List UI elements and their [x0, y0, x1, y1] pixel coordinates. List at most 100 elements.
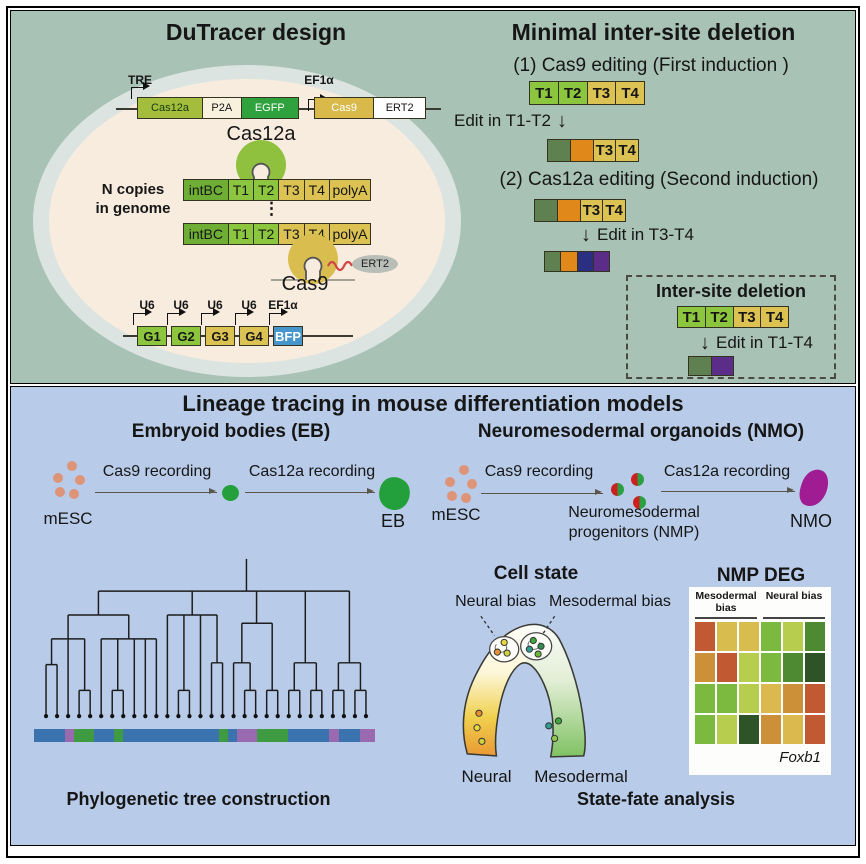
leaf-dot	[209, 714, 214, 719]
clone-segment	[256, 729, 288, 742]
heatmap-cell	[783, 652, 803, 682]
inset-array-after	[688, 356, 734, 376]
edited-segment	[688, 356, 712, 376]
nmo-organoid	[795, 465, 833, 511]
edited-segment	[544, 251, 562, 272]
gene-label: Foxb1	[779, 748, 821, 766]
cas9-recording-label: Cas9 recording	[484, 463, 594, 480]
box-intbc: intBC	[183, 179, 229, 201]
recorded-cell	[222, 485, 239, 501]
vertical-dots-icon: ⋮	[263, 199, 280, 218]
clone-segment	[73, 729, 94, 742]
heatmap-cell	[761, 621, 781, 651]
clone-segment	[237, 729, 257, 742]
box-t3: T3	[279, 179, 305, 201]
edited-segment	[577, 251, 594, 272]
box-t2: T2	[254, 223, 280, 245]
state-fate-arch	[462, 615, 586, 758]
down-arrow-icon: ↓	[581, 224, 591, 246]
cas12a-recording-label: Cas12a recording	[663, 463, 791, 480]
leaf-dot	[176, 714, 181, 719]
box-t4: T4	[616, 81, 645, 105]
cas9-protein-icon	[271, 234, 355, 284]
clone-segment	[219, 729, 229, 742]
box-p2a: P2A	[202, 97, 242, 119]
heatmap-cell	[739, 621, 759, 651]
clone-segment	[339, 729, 360, 742]
guide-box: G1	[137, 326, 167, 346]
promoter-arrow-icon	[167, 308, 186, 325]
heatmap-cell	[717, 683, 737, 713]
box-t2: T2	[254, 179, 280, 201]
box-t3: T3	[587, 81, 617, 105]
box-t1: T1	[529, 81, 559, 105]
guide-box: G4	[239, 326, 269, 346]
target-array-initial: T1 T2 T3 T4	[529, 81, 645, 105]
ert2-domain: ERT2	[352, 255, 398, 273]
box-g3: G3	[205, 326, 235, 346]
edited-segment	[711, 356, 734, 376]
ef1a-promoter-label: EF1α	[304, 73, 334, 87]
nmp-label: Neuromesodermal progenitors (NMP)	[568, 504, 700, 541]
barcode-cassette-1: intBC T1 T2 T3 T4 polyA	[183, 179, 372, 201]
edit2-label: Edit in T3-T4	[597, 225, 695, 244]
leaf-dot	[341, 714, 347, 719]
box-t1: T1	[677, 306, 706, 328]
arrow-right-icon	[95, 488, 217, 495]
leaf-dot	[330, 714, 335, 719]
clone-segment	[114, 729, 124, 742]
state-fate-caption: State-fate analysis	[576, 789, 736, 809]
heatmap-cell	[761, 714, 781, 744]
heatmap-cell	[717, 652, 737, 682]
mesodermal-bias-label: Mesodermal bias	[549, 593, 671, 610]
clone-segment	[359, 729, 375, 742]
heatmap-cell	[805, 652, 825, 682]
heatmap-cell	[717, 621, 737, 651]
dutracer-panel: DuTracer design TRE Cas12a P2A EGFP EF1α C…	[10, 10, 856, 384]
dutracer-title: DuTracer design	[165, 19, 347, 45]
clone-segment	[228, 729, 238, 742]
leaf-dot	[77, 714, 82, 719]
figure-frame: DuTracer design TRE Cas12a P2A EGFP EF1α C…	[6, 6, 860, 858]
box-g4: G4	[239, 326, 269, 346]
heatmap-cell	[695, 652, 715, 682]
edited-segment	[570, 139, 594, 162]
inset-edit-row: ↓ Edit in T1-T4	[700, 333, 813, 353]
edited-segment	[561, 251, 578, 272]
down-arrow-icon: ↓	[700, 332, 710, 354]
box-cas12a: Cas12a	[137, 97, 203, 119]
cas12a-protein-label: Cas12a	[226, 123, 296, 145]
cas9-construct: Cas9 ERT2	[314, 97, 426, 119]
promoter-arrow-icon	[269, 308, 288, 325]
promoter-arrow-icon	[133, 308, 152, 325]
promoter-arrow-icon	[235, 308, 254, 325]
neural-bias-label: Neural bias	[455, 593, 537, 610]
arrow-right-icon	[245, 488, 375, 495]
box-g2: G2	[171, 326, 201, 346]
neural-bias-pointer	[480, 615, 496, 637]
cell-state-title: Cell state	[493, 563, 579, 584]
box-t3: T3	[279, 223, 305, 245]
leaf-dot	[88, 714, 93, 719]
box-t2: T2	[558, 81, 588, 105]
nmo-label: NMO	[790, 511, 832, 531]
leaf-dot	[286, 714, 291, 719]
leaf-dot	[253, 714, 258, 719]
clone-segment	[93, 729, 115, 742]
clone-segment	[34, 729, 65, 742]
box-bfp: BFP	[273, 326, 303, 346]
leaf-dot	[187, 714, 192, 719]
eb-label: EB	[380, 511, 405, 531]
neural-bias-column-header: Neural bias	[763, 590, 825, 619]
heatmap-cell	[783, 683, 803, 713]
heatmap-cell	[739, 652, 759, 682]
tree-caption: Phylogenetic tree construction	[66, 789, 331, 809]
ef1a-promoter-label: EF1α	[268, 298, 298, 312]
down-arrow-icon: ↓	[557, 110, 568, 132]
mesc-cells	[53, 461, 89, 503]
leaf-dot	[308, 714, 313, 719]
box-t4: T4	[616, 139, 639, 162]
cas12a-recording-label: Cas12a recording	[248, 463, 376, 480]
box-t2: T2	[705, 306, 734, 328]
